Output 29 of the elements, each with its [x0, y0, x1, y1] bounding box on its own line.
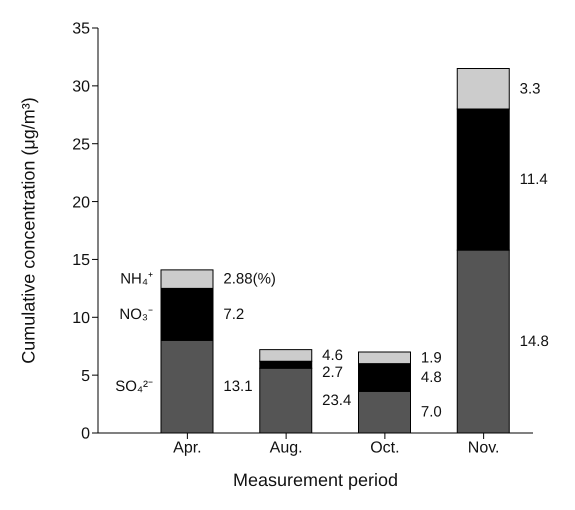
annotation: 3.3: [520, 80, 540, 98]
y-tick-label: 5: [81, 368, 90, 385]
annotation: 4.8: [420, 368, 442, 386]
annotation: 1.9: [420, 349, 442, 366]
annotation: 7.0: [420, 404, 442, 421]
annotation: 14.8: [520, 333, 549, 350]
y-tick-label: 25: [72, 136, 90, 154]
annotation: 2.88(%): [223, 270, 276, 288]
x-tick-label: Oct.: [370, 439, 400, 456]
annotation: 11.4: [520, 171, 548, 188]
x-tick-label: Aug.: [270, 439, 303, 456]
x-axis-title: Measurement period: [232, 470, 398, 490]
annotation: 23.4: [322, 392, 352, 410]
annotation: 7.2: [223, 306, 244, 323]
y-tick-label: 0: [81, 426, 90, 443]
y-tick-label: 35: [72, 20, 90, 38]
series-label: NH₄⁺: [120, 270, 153, 288]
annotation: 4.6: [322, 346, 343, 364]
y-tick-label: 20: [72, 194, 90, 212]
y-tick-label: 30: [72, 78, 90, 96]
y-tick-label: 15: [72, 252, 90, 270]
x-tick-label: Nov.: [468, 439, 500, 456]
series-label: SO₄²⁻: [115, 378, 153, 396]
x-tick-label: Apr.: [173, 439, 202, 456]
annotation: 13.1: [223, 378, 253, 396]
annotation: 2.7: [322, 364, 343, 381]
y-axis-title: Cumulative concentration (μg/m³): [18, 97, 38, 364]
series-label: NO₃⁻: [119, 306, 153, 323]
y-tick-label: 10: [72, 310, 90, 327]
